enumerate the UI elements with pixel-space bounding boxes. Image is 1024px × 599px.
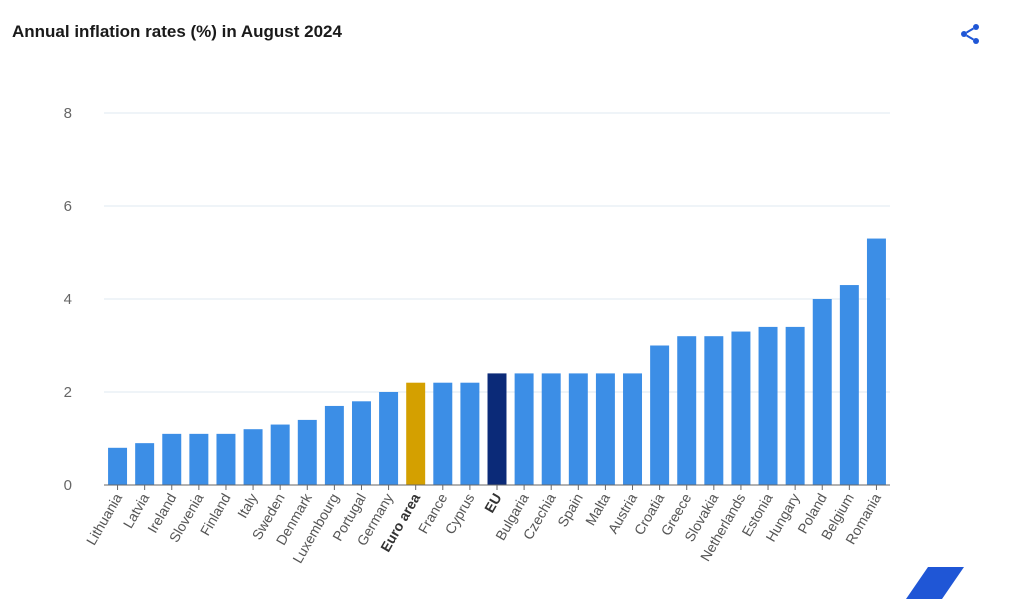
share-icon bbox=[961, 24, 979, 44]
bar-portugal[interactable] bbox=[351, 401, 371, 485]
x-tick-label: Spain bbox=[554, 491, 586, 530]
bar-slovenia[interactable] bbox=[189, 433, 209, 485]
bar-eu[interactable] bbox=[487, 373, 507, 485]
y-tick-label: 4 bbox=[64, 291, 72, 308]
bar-croatia[interactable] bbox=[650, 345, 670, 486]
bar-austria[interactable] bbox=[623, 373, 643, 485]
share-button[interactable] bbox=[958, 22, 982, 46]
bar-belgium[interactable] bbox=[839, 285, 859, 485]
bar-cyprus[interactable] bbox=[460, 382, 480, 485]
bars bbox=[108, 238, 886, 486]
y-tick-label: 2 bbox=[64, 384, 72, 401]
bar-denmark[interactable] bbox=[297, 419, 317, 485]
bar-slovakia[interactable] bbox=[704, 336, 724, 485]
bar-estonia[interactable] bbox=[758, 326, 778, 485]
bar-malta[interactable] bbox=[595, 373, 615, 485]
y-tick-label: 0 bbox=[64, 477, 72, 494]
bar-czechia[interactable] bbox=[541, 373, 561, 485]
bar-germany[interactable] bbox=[379, 392, 399, 485]
bar-luxembourg[interactable] bbox=[324, 405, 344, 485]
bar-ireland[interactable] bbox=[162, 433, 182, 485]
bar-poland[interactable] bbox=[812, 299, 832, 485]
bar-hungary[interactable] bbox=[785, 326, 805, 485]
bar-bulgaria[interactable] bbox=[514, 373, 534, 485]
bar-netherlands[interactable] bbox=[731, 331, 751, 485]
y-tick-label: 6 bbox=[64, 198, 72, 215]
bar-spain[interactable] bbox=[568, 373, 588, 485]
x-tick-label: Lithuania bbox=[83, 490, 125, 547]
bar-greece[interactable] bbox=[677, 336, 697, 485]
bar-france[interactable] bbox=[433, 382, 453, 485]
y-axis: 0 2 4 6 8 bbox=[64, 105, 72, 494]
x-tick-label: Italy bbox=[234, 491, 261, 521]
y-tick-label: 8 bbox=[64, 105, 72, 122]
bar-romania[interactable] bbox=[866, 238, 886, 485]
bar-sweden[interactable] bbox=[270, 424, 290, 485]
bar-latvia[interactable] bbox=[135, 443, 155, 485]
bar-euro-area[interactable] bbox=[406, 382, 426, 485]
chart-title: Annual inflation rates (%) in August 202… bbox=[12, 22, 342, 41]
bar-lithuania[interactable] bbox=[108, 447, 128, 485]
x-tick-label: EU bbox=[481, 491, 505, 516]
corner-decoration bbox=[906, 567, 964, 599]
bar-italy[interactable] bbox=[243, 429, 263, 485]
bar-finland[interactable] bbox=[216, 433, 236, 485]
